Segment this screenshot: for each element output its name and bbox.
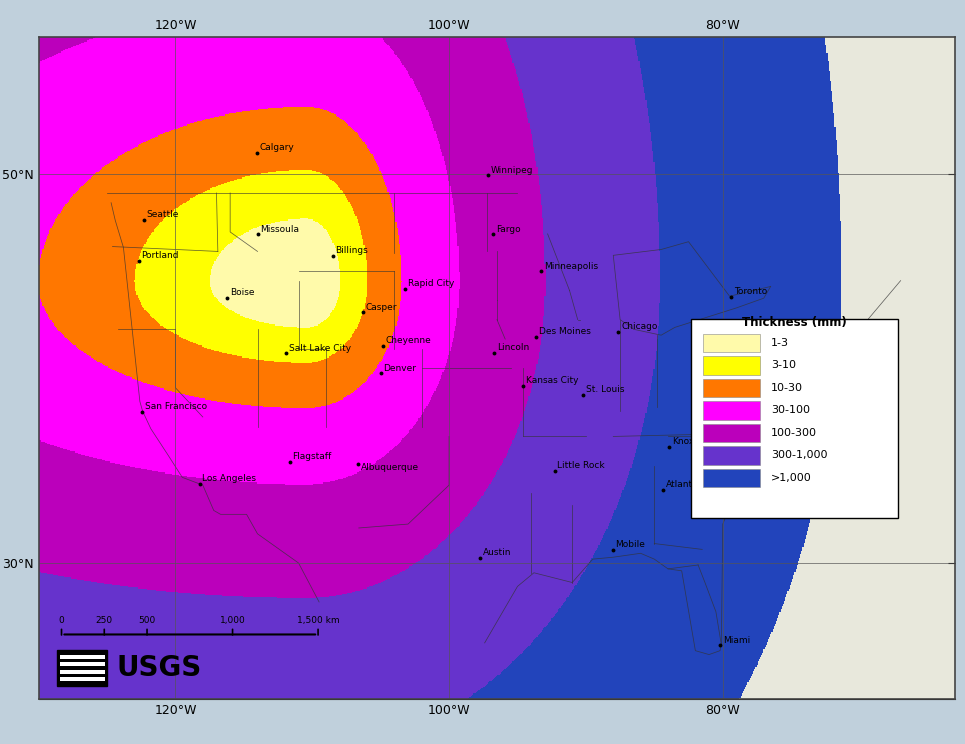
Text: 3-10: 3-10 [771, 360, 796, 371]
Text: Raleigh: Raleigh [744, 440, 778, 449]
Text: New York: New York [808, 344, 849, 353]
Text: 250: 250 [96, 615, 113, 624]
FancyBboxPatch shape [691, 318, 897, 518]
Text: Austin: Austin [482, 548, 511, 557]
Text: >1,000: >1,000 [771, 473, 812, 483]
FancyBboxPatch shape [703, 446, 760, 465]
Text: Portland: Portland [142, 251, 179, 260]
Text: Minneapolis: Minneapolis [544, 261, 598, 271]
FancyBboxPatch shape [60, 655, 104, 659]
Text: 0: 0 [59, 615, 65, 624]
Text: Flagstaff: Flagstaff [292, 452, 332, 461]
Text: 1-3: 1-3 [771, 338, 789, 348]
Text: Lincoln: Lincoln [497, 343, 529, 352]
Text: Albuquerque: Albuquerque [361, 463, 419, 472]
Text: Rapid City: Rapid City [407, 279, 455, 288]
Text: Los Angeles: Los Angeles [203, 475, 257, 484]
Text: Chicago: Chicago [621, 322, 657, 332]
Text: Fargo: Fargo [496, 225, 520, 234]
Text: St. Louis: St. Louis [586, 385, 624, 394]
FancyBboxPatch shape [703, 333, 760, 352]
Text: 100-300: 100-300 [771, 428, 817, 438]
FancyBboxPatch shape [60, 677, 104, 681]
Text: Miami: Miami [723, 635, 750, 644]
FancyBboxPatch shape [60, 662, 104, 667]
Text: Toronto: Toronto [734, 287, 767, 296]
Text: Calgary: Calgary [260, 144, 294, 153]
FancyBboxPatch shape [703, 423, 760, 442]
Text: Thickness (mm): Thickness (mm) [742, 315, 847, 329]
Text: Washington, D.C.: Washington, D.C. [766, 379, 843, 388]
FancyBboxPatch shape [703, 356, 760, 375]
FancyBboxPatch shape [57, 650, 107, 686]
Text: Des Moines: Des Moines [539, 327, 591, 336]
Text: Casper: Casper [366, 303, 397, 312]
Text: Salt Lake City: Salt Lake City [290, 344, 351, 353]
FancyBboxPatch shape [703, 469, 760, 487]
Text: 1,000: 1,000 [220, 615, 245, 624]
Text: Atlanta: Atlanta [666, 480, 698, 490]
Text: USGS: USGS [117, 653, 202, 682]
Text: Cheyenne: Cheyenne [386, 336, 431, 345]
FancyBboxPatch shape [703, 379, 760, 397]
Text: Mobile: Mobile [616, 540, 646, 549]
Text: Kansas City: Kansas City [526, 376, 579, 385]
Text: Denver: Denver [383, 364, 417, 373]
Text: Little Rock: Little Rock [558, 461, 605, 469]
Text: Winnipeg: Winnipeg [491, 166, 534, 175]
Text: Knoxville: Knoxville [672, 437, 713, 446]
Text: Missoula: Missoula [261, 225, 299, 234]
FancyBboxPatch shape [703, 401, 760, 420]
Text: 300-1,000: 300-1,000 [771, 450, 828, 461]
Text: 500: 500 [138, 615, 155, 624]
Text: Seattle: Seattle [147, 211, 179, 219]
FancyBboxPatch shape [60, 670, 104, 673]
Text: San Francisco: San Francisco [145, 402, 207, 411]
Text: 30-100: 30-100 [771, 405, 810, 415]
Text: 10-30: 10-30 [771, 383, 803, 393]
Text: Billings: Billings [336, 246, 369, 255]
Text: Boise: Boise [231, 288, 255, 297]
Text: 1,500 km: 1,500 km [297, 615, 340, 624]
